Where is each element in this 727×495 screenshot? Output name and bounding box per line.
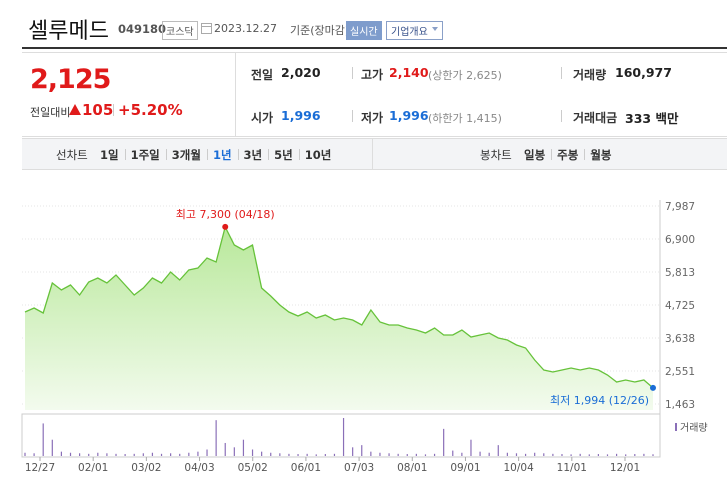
y-tick-label: 2,551 [665,366,695,378]
change: 105 [82,101,114,119]
y-tick-label: 1,463 [665,399,695,411]
separator [113,104,114,116]
x-tick-label: 04/03 [184,462,214,474]
up-icon [69,104,81,115]
separator [206,149,208,160]
y-tick-label: 3,638 [665,333,695,345]
separator [352,67,353,79]
period-tab[interactable]: 1년 [212,148,232,162]
date-basis: 기준(장마감) [290,24,350,37]
x-tick-label: 09/01 [450,462,480,474]
tab-group-label: 봉차트 [480,148,512,162]
date: 2023.12.27 [214,22,277,35]
separator [551,149,553,160]
y-tick-label: 7,987 [665,201,695,213]
field-label: 저가 [361,111,384,125]
separator [298,149,300,160]
price: 2,125 [30,64,111,95]
dropdown-icon [431,27,438,31]
volume-legend-icon [675,423,677,431]
separator [561,67,562,79]
separator [352,110,353,122]
period-tab[interactable]: 10년 [304,148,332,162]
company-button[interactable]: 기업개요 [386,21,443,40]
low-label: 최저 1,994 (12/26) [550,394,649,407]
chart-group: 7,987 6,900 5,813 4,725 3,638 2,551 1,463 최고 7,… [21,200,708,474]
separator [237,149,239,160]
x-tick-label: 05/02 [238,462,268,474]
candle-tab[interactable]: 월봉 [590,148,612,162]
quote-box [22,52,727,137]
change-rate: +5.20% [118,101,183,119]
quote-divider [235,52,236,136]
x-tick-label: 12/01 [610,462,640,474]
calendar-icon [201,23,212,34]
x-tick-label: 06/01 [291,462,321,474]
separator [165,149,167,160]
field-label: 시가 [251,111,274,125]
area [25,226,653,410]
separator [561,110,562,122]
field-value: 333 백만 [625,111,679,126]
x-tick-label: 02/01 [78,462,108,474]
field-label: 거래량 [573,68,607,82]
company-label: 기업개요 [391,27,428,38]
separator [372,139,373,169]
candle-tab[interactable]: 일봉 [524,148,546,162]
y-tick-label: 4,725 [665,300,695,312]
high-marker [222,223,229,230]
header-rule [22,47,727,49]
x-tick-label: 08/01 [397,462,427,474]
field-label: 전일 [251,68,274,82]
candle-tab[interactable]: 주봉 [557,148,579,162]
change-label: 전일대비 [30,106,71,119]
period-tab[interactable]: 1주일 [130,148,160,162]
tab-bar: 선차트 1일 1주일 3개월 1년 3년 5년 10년 봉차트 일봉 주봉 월봉 [22,138,727,170]
field-value: 2,140 [389,65,429,80]
volume-box [21,413,661,458]
field-value: 1,996 [281,108,321,123]
high-label: 최고 7,300 (04/18) [176,208,275,221]
price-line [24,225,654,389]
x-tick-label: 12/27 [25,462,55,474]
field-label: 거래대금 [573,111,618,125]
x-tick-label: 07/03 [344,462,374,474]
realtime-button[interactable]: 실시간 [346,21,382,40]
period-tab[interactable]: 3년 [243,148,263,162]
separator [268,149,270,160]
separator [124,149,126,160]
period-tab[interactable]: 5년 [274,148,293,162]
field-value: 1,996 [389,108,429,123]
field-value: 160,977 [615,65,672,80]
tab-group-label: 선차트 [56,148,88,162]
field-value: 2,020 [281,65,321,80]
x-tick-label: 10/04 [504,462,535,474]
x-tick-label: 03/02 [131,462,161,474]
market-badge: 코스닥 [162,21,198,40]
chart: 7,987 6,900 5,813 4,725 3,638 2,551 1,463 최고 7,… [21,200,708,474]
x-tick-label: 11/01 [557,462,587,474]
limit: (상한가 2,625) [428,69,502,82]
field-label: 고가 [361,68,384,82]
y-tick-label: 6,900 [665,234,695,246]
y-tick-label: 5,813 [665,267,695,279]
low-marker [650,384,656,391]
separator [584,149,586,160]
limit: (하한가 1,415) [428,112,502,125]
stock-code: 049180 [118,22,167,36]
volume-label: 거래량 [680,422,708,434]
period-tab[interactable]: 1일 [100,148,119,162]
stock-name: 셀루메드 [28,19,109,44]
period-tab[interactable]: 3개월 [171,148,201,162]
